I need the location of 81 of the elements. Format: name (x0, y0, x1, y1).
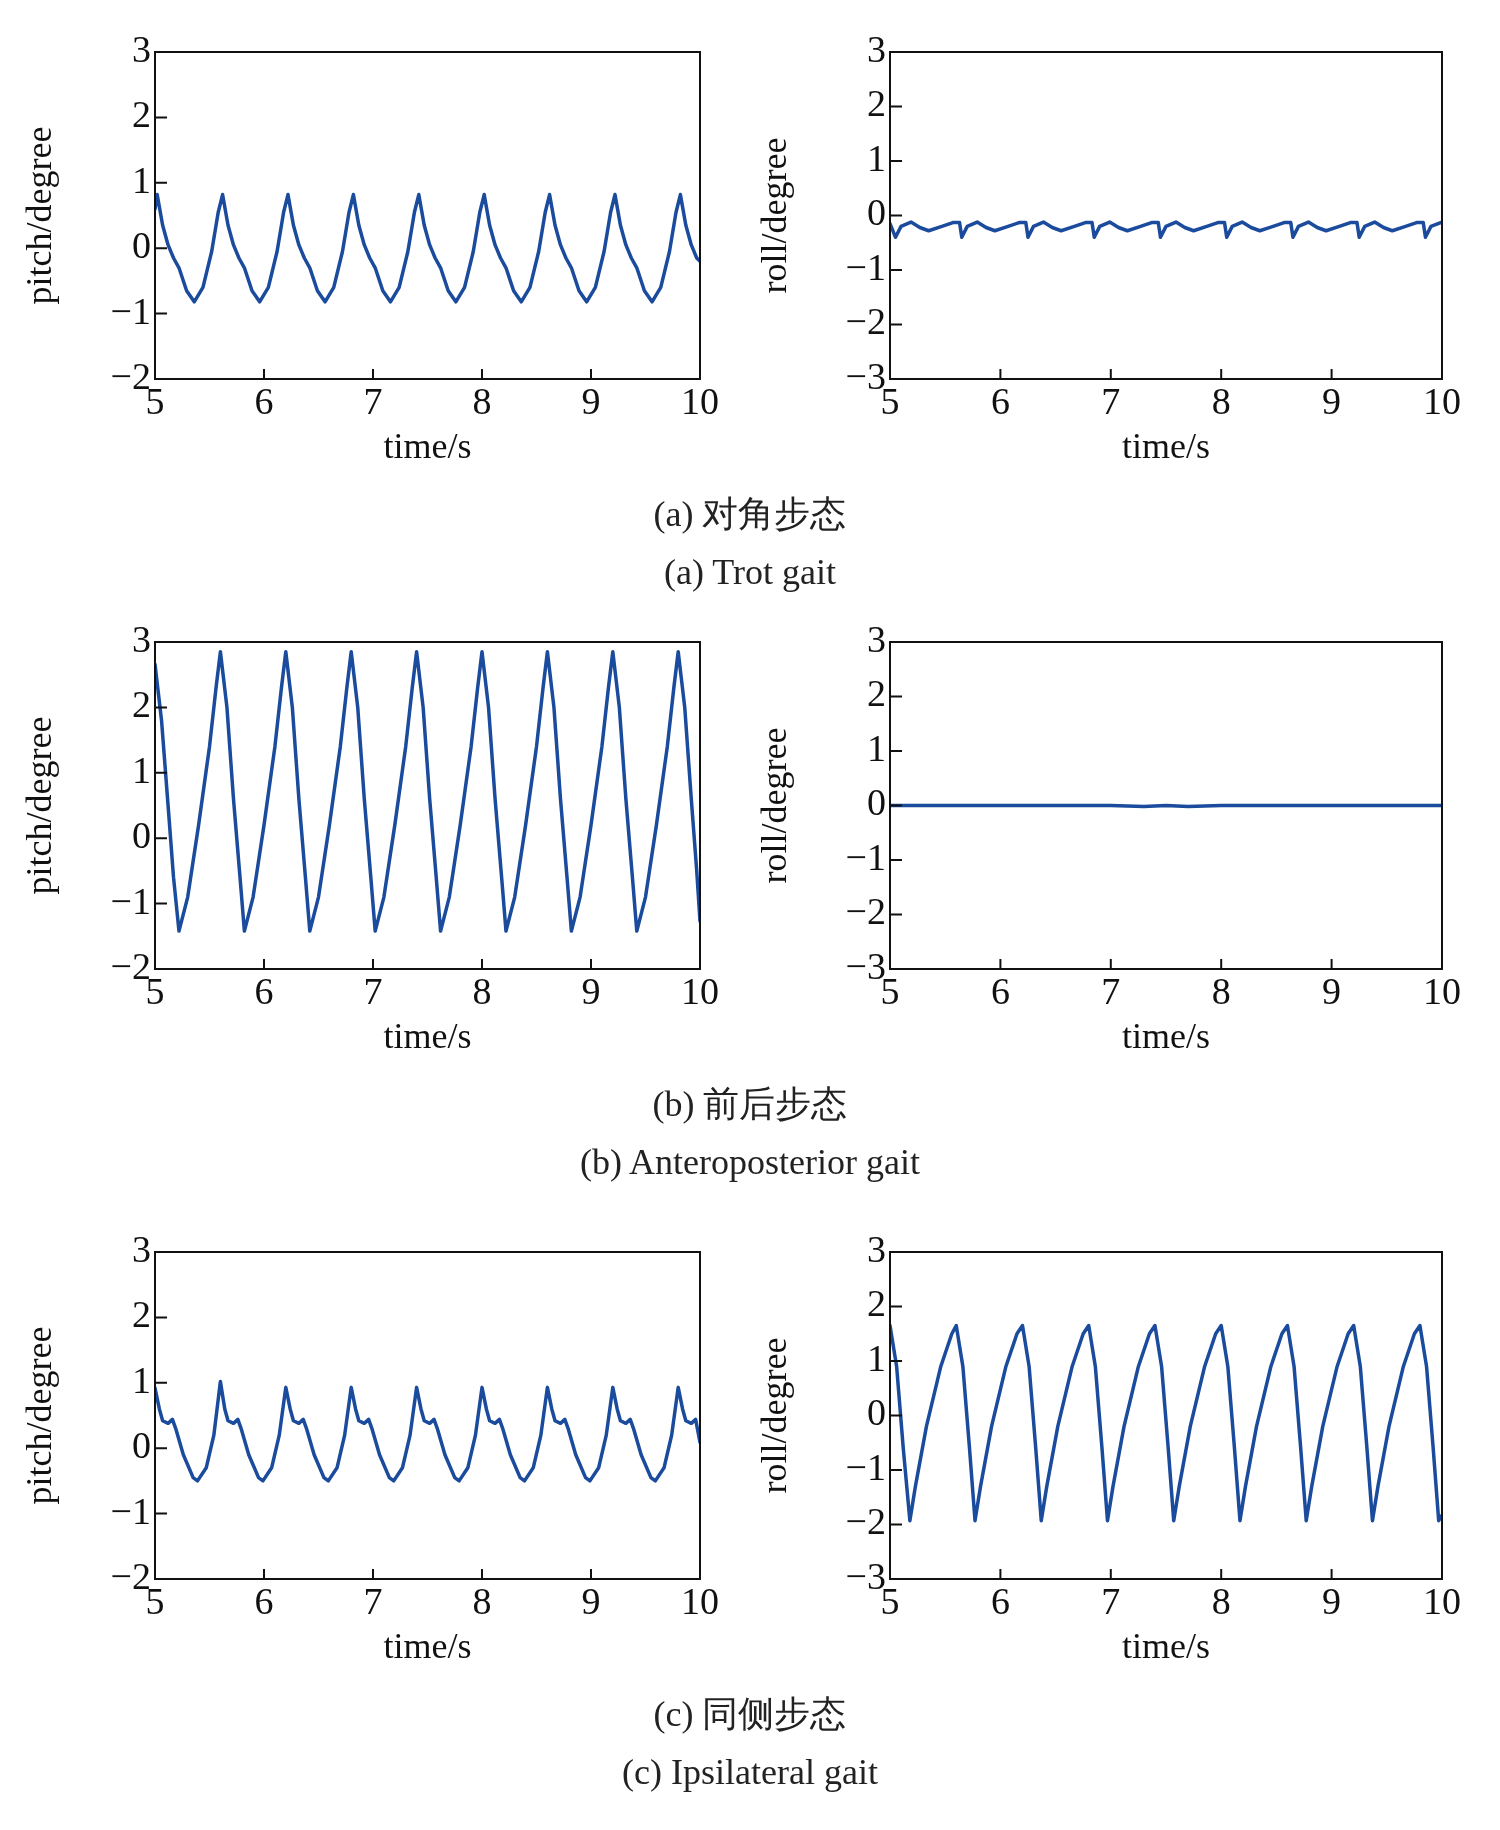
y-tick-label: 1 (867, 1336, 886, 1379)
text: (b) 前后步态 (651, 1083, 849, 1126)
text: (a) Trot gait (663, 551, 837, 594)
x-tick-label: 6 (254, 379, 274, 422)
y-tick-label: 3 (132, 1227, 151, 1270)
x-tick-label: 8 (472, 1579, 492, 1622)
x-tick-label: 10 (1423, 379, 1461, 422)
x-tick-label: 6 (990, 1579, 1010, 1622)
y-tick-label: 3 (867, 27, 886, 70)
x-tick-label: 9 (1322, 379, 1342, 422)
x-axis-title: time/s (1122, 425, 1210, 466)
y-tick-label: 2 (867, 672, 886, 715)
y-tick-label: −1 (110, 1489, 151, 1532)
y-tick-label: −2 (845, 300, 886, 343)
x-tick-label: 8 (1211, 379, 1231, 422)
x-tick-label: 8 (472, 379, 492, 422)
y-tick-label: −2 (845, 890, 886, 933)
x-tick-label: 10 (1423, 969, 1461, 1012)
x-tick-label: 8 (472, 969, 492, 1012)
x-tick-label: 9 (1322, 969, 1342, 1012)
y-tick-label: 1 (867, 136, 886, 179)
y-axis-title: roll/degree (754, 1337, 795, 1494)
text: (a) 对角步态 (652, 493, 848, 536)
y-tick-label: 3 (132, 27, 151, 70)
y-tick-label: 0 (132, 814, 151, 857)
y-tick-label: 2 (867, 1282, 886, 1325)
x-tick-label: 7 (363, 1579, 383, 1622)
x-axis-title: time/s (1122, 1015, 1210, 1056)
y-tick-label: −1 (110, 289, 151, 332)
y-tick-label: 2 (132, 683, 151, 726)
y-axis-title: roll/degree (754, 727, 795, 884)
x-tick-label: 7 (1101, 379, 1121, 422)
y-tick-label: −1 (845, 245, 886, 288)
x-tick-label: 6 (990, 969, 1010, 1012)
y-tick-label: 1 (867, 726, 886, 769)
x-tick-label: 9 (581, 969, 601, 1012)
x-axis-title: time/s (383, 1015, 472, 1056)
y-tick-label: −2 (845, 1500, 886, 1543)
y-axis-title: pitch/degree (19, 716, 60, 895)
y-tick-label: 2 (132, 93, 151, 136)
y-tick-label: 0 (132, 1424, 151, 1467)
text: (c) Ipsilateral gait (621, 1751, 879, 1794)
y-tick-label: 1 (132, 1358, 151, 1401)
text: (c) 同侧步态 (652, 1693, 848, 1736)
y-tick-label: −1 (845, 835, 886, 878)
y-tick-label: 0 (132, 224, 151, 267)
x-tick-label: 7 (1101, 1579, 1121, 1622)
x-tick-label: 6 (990, 379, 1010, 422)
y-tick-label: 3 (132, 617, 151, 660)
y-tick-label: 1 (132, 158, 151, 201)
x-tick-label: 9 (581, 379, 601, 422)
x-tick-label: 8 (1211, 1579, 1231, 1622)
y-tick-label: 2 (867, 82, 886, 125)
x-tick-label: 6 (254, 1579, 274, 1622)
x-axis-title: time/s (383, 425, 472, 466)
x-axis-title: time/s (1122, 1625, 1210, 1666)
x-tick-label: 8 (1211, 969, 1231, 1012)
y-tick-label: 0 (867, 781, 886, 824)
y-axis-title: pitch/degree (19, 126, 60, 305)
y-tick-label: 0 (867, 191, 886, 234)
x-tick-label: 9 (581, 1579, 601, 1622)
y-tick-label: 3 (867, 617, 886, 660)
y-tick-label: 3 (867, 1227, 886, 1270)
x-tick-label: 9 (1322, 1579, 1342, 1622)
x-tick-label: 7 (1101, 969, 1121, 1012)
text: (b) Anteroposterior gait (579, 1141, 921, 1184)
x-tick-label: 7 (363, 379, 383, 422)
y-tick-label: −1 (845, 1445, 886, 1488)
y-tick-label: 0 (867, 1391, 886, 1434)
y-tick-label: 2 (132, 1293, 151, 1336)
x-tick-label: 7 (363, 969, 383, 1012)
x-tick-label: 10 (681, 969, 719, 1012)
x-tick-label: 6 (254, 969, 274, 1012)
x-axis-title: time/s (383, 1625, 472, 1666)
x-tick-label: 10 (681, 379, 719, 422)
x-tick-label: 10 (1423, 1579, 1461, 1622)
y-tick-label: −1 (110, 879, 151, 922)
x-tick-label: 10 (681, 1579, 719, 1622)
y-axis-title: pitch/degree (19, 1326, 60, 1505)
y-tick-label: 1 (132, 748, 151, 791)
y-axis-title: roll/degree (754, 137, 795, 294)
